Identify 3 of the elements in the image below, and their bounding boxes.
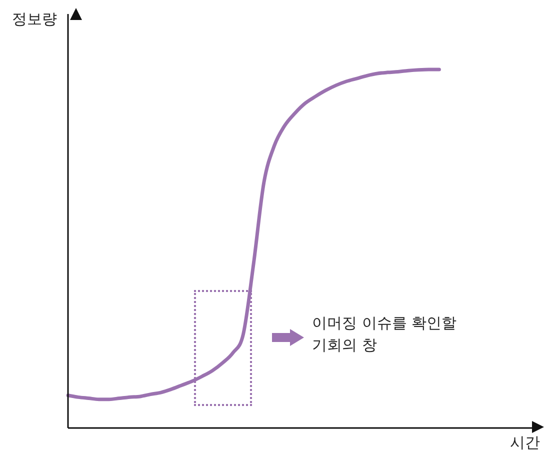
annotation: 이머징 이슈를 확인할 기회의 창: [312, 313, 457, 356]
y-axis-title: 정보량: [12, 10, 57, 28]
x-axis-title: 시간: [510, 433, 540, 452]
